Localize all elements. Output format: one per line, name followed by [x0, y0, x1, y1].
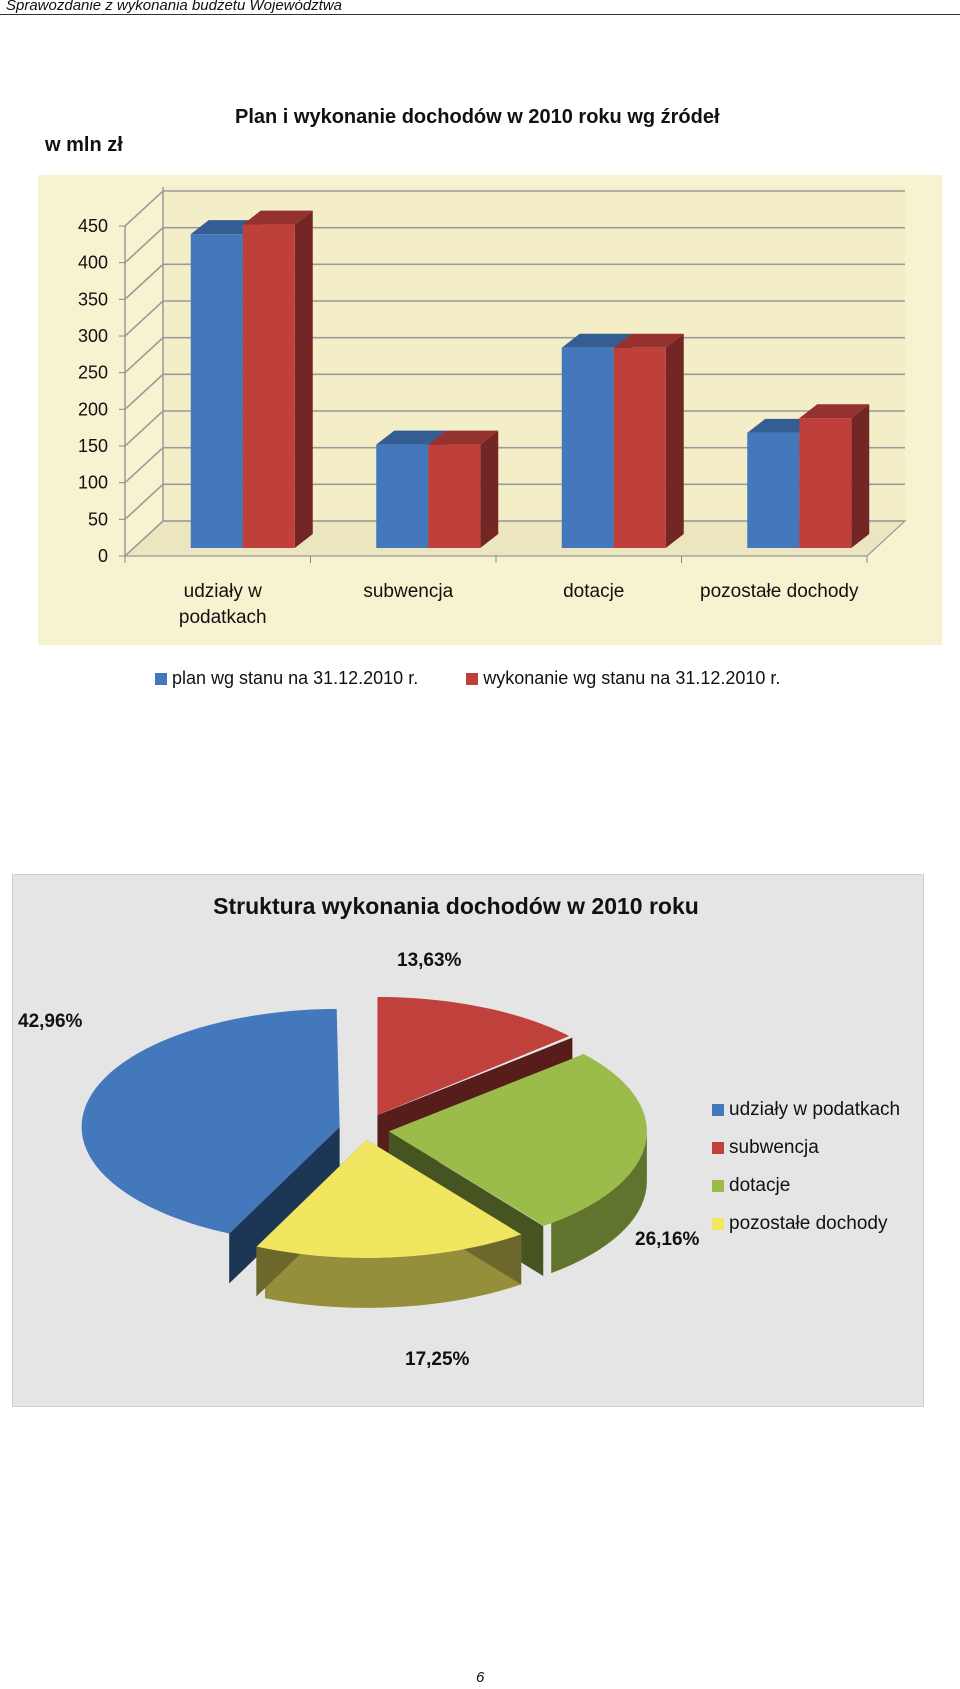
pie-legend-item-dotacje: dotacje [712, 1174, 900, 1198]
pie-data-label-udzialy: 42,96% [18, 1011, 83, 1032]
pie-legend-swatch-pozostale [712, 1218, 724, 1230]
bar-udzialy-w-podatkach-wykonanie-top [242, 210, 313, 225]
legend-label-plan: plan wg stanu na 31.12.2010 r. [172, 668, 419, 688]
pie-slice-pozostale-dochody-rim [264, 1234, 522, 1308]
pie-data-label-subwencja: 13,63% [397, 950, 462, 971]
y-tick-label-100: 100 [78, 473, 108, 493]
gridline [124, 190, 905, 227]
pie-chart-legend: udziały w podatkach subwencja dotacje po… [712, 1098, 900, 1250]
bar-udzialy-w-podatkach-wykonanie [242, 224, 295, 548]
gridline [124, 263, 905, 300]
x-category-label-dotacje: dotacje [563, 581, 624, 602]
bar-pozostale-dochody-wykonanie-top [799, 404, 870, 419]
x-category-label-udzialy-w-podatkach: udziały w [184, 581, 262, 602]
pie-legend-item-udzialy: udziały w podatkach [712, 1098, 900, 1122]
bar-subwencja-plan [376, 444, 429, 548]
pie-legend-swatch-subwencja [712, 1142, 724, 1154]
legend-label-wykonanie: wykonanie wg stanu na 31.12.2010 r. [483, 668, 781, 688]
bar-pozostale-dochody-wykonanie-side [851, 404, 870, 548]
bar-chart-title: Plan i wykonanie dochodów w 2010 roku wg… [235, 106, 720, 128]
bar-udzialy-w-podatkach-plan [190, 234, 243, 548]
pie-legend-label-subwencja: subwencja [729, 1137, 819, 1158]
back-wall [163, 187, 905, 521]
pie-slice-subwencja [377, 996, 570, 1115]
bar-subwencja-wykonanie-top [428, 430, 499, 445]
x-category-label-subwencja: subwencja [363, 581, 453, 602]
y-tick-label-300: 300 [78, 326, 108, 346]
pie-data-label-dotacje: 26,16% [635, 1229, 700, 1250]
x-category-label-udzialy-w-podatkach-line2: podatkach [179, 607, 267, 628]
bar-subwencja-wykonanie [428, 444, 481, 548]
pie-legend-label-dotacje: dotacje [729, 1175, 791, 1196]
bar-pozostale-dochody-wykonanie [799, 418, 852, 548]
y-tick-label-350: 350 [78, 289, 108, 309]
pie-chart-title: Struktura wykonania dochodów w 2010 roku [213, 893, 699, 919]
x-category-label-pozostale-dochody: pozostałe dochody [700, 581, 859, 602]
y-tick-label-50: 50 [88, 509, 108, 529]
y-tick-label-250: 250 [78, 363, 108, 383]
legend-swatch-plan [155, 672, 167, 685]
gridline [124, 300, 905, 337]
legend-swatch-wykonanie [466, 672, 479, 685]
pie-legend-swatch-udzialy [712, 1104, 724, 1116]
pie-slice-dotacje-rim [551, 1131, 647, 1274]
y-tick-label-0: 0 [98, 546, 108, 566]
y-tick-label-450: 450 [78, 216, 108, 236]
pie-legend-label-pozostale: pozostałe dochody [729, 1213, 888, 1234]
pie-slice-pozostale-dochody [256, 1139, 522, 1258]
bar-dotacje-wykonanie-top [613, 333, 684, 348]
bar-dotacje-wykonanie-side [665, 333, 684, 548]
bar-chart-unit-label: w mln zł [45, 134, 123, 156]
gridline [124, 226, 905, 264]
pie-legend-label-udzialy: udziały w podatkach [729, 1099, 901, 1120]
y-tick-label-400: 400 [78, 253, 108, 273]
pie-data-label-pozostale: 17,25% [405, 1349, 470, 1370]
pie-legend-swatch-dotacje [712, 1180, 724, 1192]
bar-chart-legend: plan wg stanu na 31.12.2010 r. wykonanie… [155, 668, 828, 689]
y-tick-label-150: 150 [78, 436, 108, 456]
bar-chart: 0 50 100 150 200 250 300 350 400 450 udziały w poda… [38, 175, 942, 645]
y-tick-label-200: 200 [78, 399, 108, 419]
bar-dotacje-plan [561, 347, 614, 548]
pie-legend-item-subwencja: subwencja [712, 1136, 900, 1160]
bar-pozostale-dochody-plan [747, 432, 800, 548]
pie-slice-udzialy-w-podatkach [81, 1008, 340, 1234]
page-number: 6 [476, 1669, 485, 1686]
pie-slice-udzialy-w-podatkach-wall-start [229, 1126, 340, 1284]
running-header: Sprawozdanie z wykonania budżetu Wojewód… [6, 0, 343, 14]
pie-slice-dotacje [388, 1054, 647, 1226]
bar-udzialy-w-podatkach-wykonanie-side [294, 210, 313, 548]
bar-subwencja-wykonanie-side [480, 430, 499, 548]
legend-item-wykonanie: wykonanie wg stanu na 31.12.2010 r. [466, 668, 780, 689]
bar-subwencja-plan-top [376, 430, 447, 445]
legend-item-plan: plan wg stanu na 31.12.2010 r. [155, 668, 418, 689]
header-rule [0, 14, 960, 15]
pie-legend-item-pozostale: pozostałe dochody [712, 1212, 900, 1236]
bar-dotacje-plan-top [561, 333, 632, 348]
bar-dotacje-wykonanie [613, 347, 666, 548]
